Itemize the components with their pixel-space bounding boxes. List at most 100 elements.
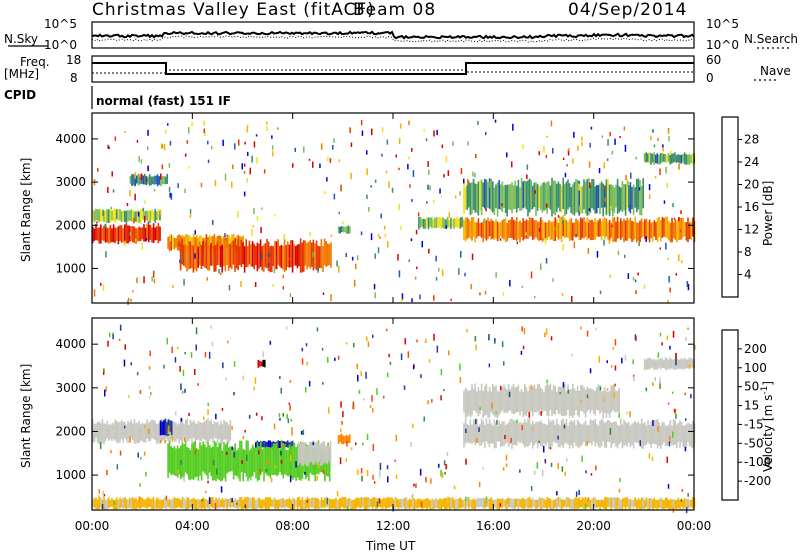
vel-speckle-point — [659, 332, 662, 337]
power-streak — [564, 184, 566, 216]
vel-streak — [664, 497, 667, 509]
vel-ytick-label: 1000 — [55, 468, 86, 482]
vel-speckle-point — [358, 389, 361, 394]
vel-streak — [589, 419, 592, 444]
vel-streak — [688, 357, 691, 369]
vel-streak — [192, 442, 195, 481]
vel-streak — [640, 418, 643, 449]
power-streak — [188, 235, 190, 248]
vel-streak — [232, 500, 235, 508]
power-streak — [156, 211, 158, 221]
vel-streak — [292, 445, 294, 480]
power-streak — [106, 209, 108, 224]
vel-speckle-point — [667, 402, 670, 405]
power-speckle-point — [184, 153, 187, 157]
vel-speckle-point — [270, 477, 273, 483]
power-streak — [199, 241, 201, 266]
power-speckle-point — [667, 130, 670, 135]
power-streak — [307, 241, 310, 267]
vel-streak — [687, 422, 689, 442]
power-streak — [101, 210, 104, 222]
vel-streak — [608, 391, 611, 418]
vel-speckle-point — [521, 326, 523, 332]
vel-speckle-point — [606, 388, 609, 391]
vel-streak — [338, 498, 340, 510]
power-speckle-point — [665, 242, 667, 250]
power-speckle-point — [308, 158, 311, 161]
vel-speckle-point — [318, 463, 320, 468]
power-speckle-point — [673, 217, 676, 221]
power-streak — [663, 154, 665, 162]
vel-speckle-point — [587, 497, 590, 502]
vel-speckle-point — [389, 361, 392, 365]
vel-speckle-point — [586, 394, 589, 399]
vel-speckle-point — [383, 395, 385, 399]
power-streak — [124, 224, 126, 244]
power-speckle-point — [370, 233, 373, 241]
power-streak — [330, 242, 332, 268]
vel-speckle-point — [379, 463, 382, 470]
vel-streak — [642, 423, 644, 449]
power-streak — [100, 208, 102, 221]
vel-speckle-point — [645, 387, 648, 392]
power-speckle-point — [207, 140, 209, 145]
vel-streak — [136, 422, 139, 443]
vel-streak — [685, 424, 688, 448]
vel-streak — [133, 498, 136, 510]
power-streak — [644, 219, 646, 240]
power-speckle-point — [485, 207, 487, 212]
vel-streak — [469, 419, 472, 443]
power-speckle-point — [268, 253, 270, 258]
vel-streak — [244, 450, 246, 473]
vel-streak — [314, 498, 316, 510]
vel-streak — [176, 445, 179, 478]
power-speckle-point — [169, 192, 171, 198]
power-streak — [599, 218, 601, 237]
power-speckle-point — [356, 255, 359, 261]
power-streak — [337, 226, 340, 233]
vel-streak — [204, 444, 206, 474]
vel-streak — [261, 449, 264, 472]
power-speckle-point — [370, 185, 372, 188]
vel-speckle-point — [346, 440, 348, 447]
vel-speckle-point — [273, 423, 276, 430]
vel-speckle-point — [506, 504, 508, 511]
power-streak — [613, 187, 616, 213]
power-streak — [154, 227, 156, 241]
power-streak — [474, 183, 476, 213]
power-streak — [219, 246, 222, 267]
power-streak — [227, 244, 230, 271]
vel-streak — [368, 498, 371, 508]
vel-streak — [503, 421, 505, 446]
power-speckle-point — [145, 238, 148, 241]
power-streak — [157, 209, 160, 220]
power-speckle-point — [134, 172, 136, 179]
power-streak — [594, 217, 596, 240]
vel-speckle-point — [295, 461, 297, 468]
power-speckle-point — [475, 153, 477, 159]
vel-speckle-point — [428, 359, 431, 363]
power-colorbar-label: Power [dB] — [761, 181, 775, 246]
power-streak — [124, 210, 126, 223]
vel-streak — [512, 383, 515, 415]
vel-speckle-point — [651, 456, 654, 461]
power-streak — [506, 222, 508, 242]
power-speckle-point — [408, 259, 410, 263]
vel-streak — [639, 423, 641, 443]
power-streak — [151, 209, 153, 220]
vel-streak — [325, 497, 328, 507]
power-streak — [557, 222, 560, 240]
vel-speckle-point — [176, 346, 179, 350]
power-streak — [687, 217, 689, 243]
vel-speckle-point — [258, 450, 260, 455]
vel-speckle-point — [685, 418, 687, 421]
vel-streak — [284, 500, 286, 510]
power-streak — [517, 179, 520, 208]
vel-streak — [552, 385, 555, 414]
vel-streak — [546, 383, 548, 416]
vel-streak — [671, 359, 673, 369]
vel-speckle-point — [519, 469, 521, 473]
power-speckle-point — [276, 257, 278, 260]
vel-streak — [280, 440, 283, 475]
vel-streak — [455, 498, 457, 510]
